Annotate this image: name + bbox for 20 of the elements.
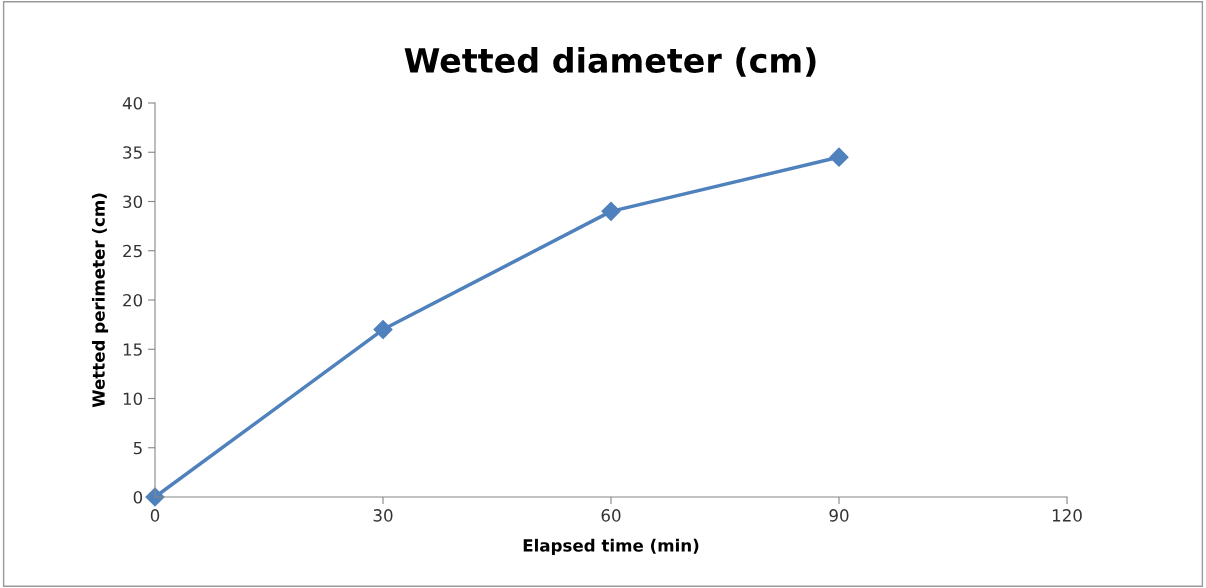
- x-tick-label: 60: [601, 509, 621, 522]
- x-tick-label: 0: [150, 509, 160, 522]
- y-tick-label: 40: [122, 96, 143, 110]
- x-tick-label: 120: [1052, 509, 1082, 522]
- x-axis-title: Elapsed time (min): [523, 538, 699, 555]
- chart-title: Wetted diameter (cm): [404, 47, 816, 77]
- y-tick-label: 15: [123, 343, 142, 356]
- y-tick-label: 5: [133, 441, 142, 455]
- x-tick-label: 30: [373, 509, 393, 522]
- y-tick-label: 25: [123, 244, 142, 258]
- y-tick-label: 10: [123, 392, 143, 406]
- y-tick-label: 30: [123, 195, 143, 209]
- point: [373, 320, 393, 340]
- y-axis-title: Wetted perimeter (cm): [91, 193, 109, 408]
- y-tick-label: 35: [123, 146, 142, 159]
- point: [601, 201, 621, 221]
- y-tick-label: 20: [123, 293, 143, 307]
- y-tick-label: 0: [133, 490, 143, 504]
- x-tick-label: 90: [829, 509, 849, 522]
- point: [829, 147, 849, 167]
